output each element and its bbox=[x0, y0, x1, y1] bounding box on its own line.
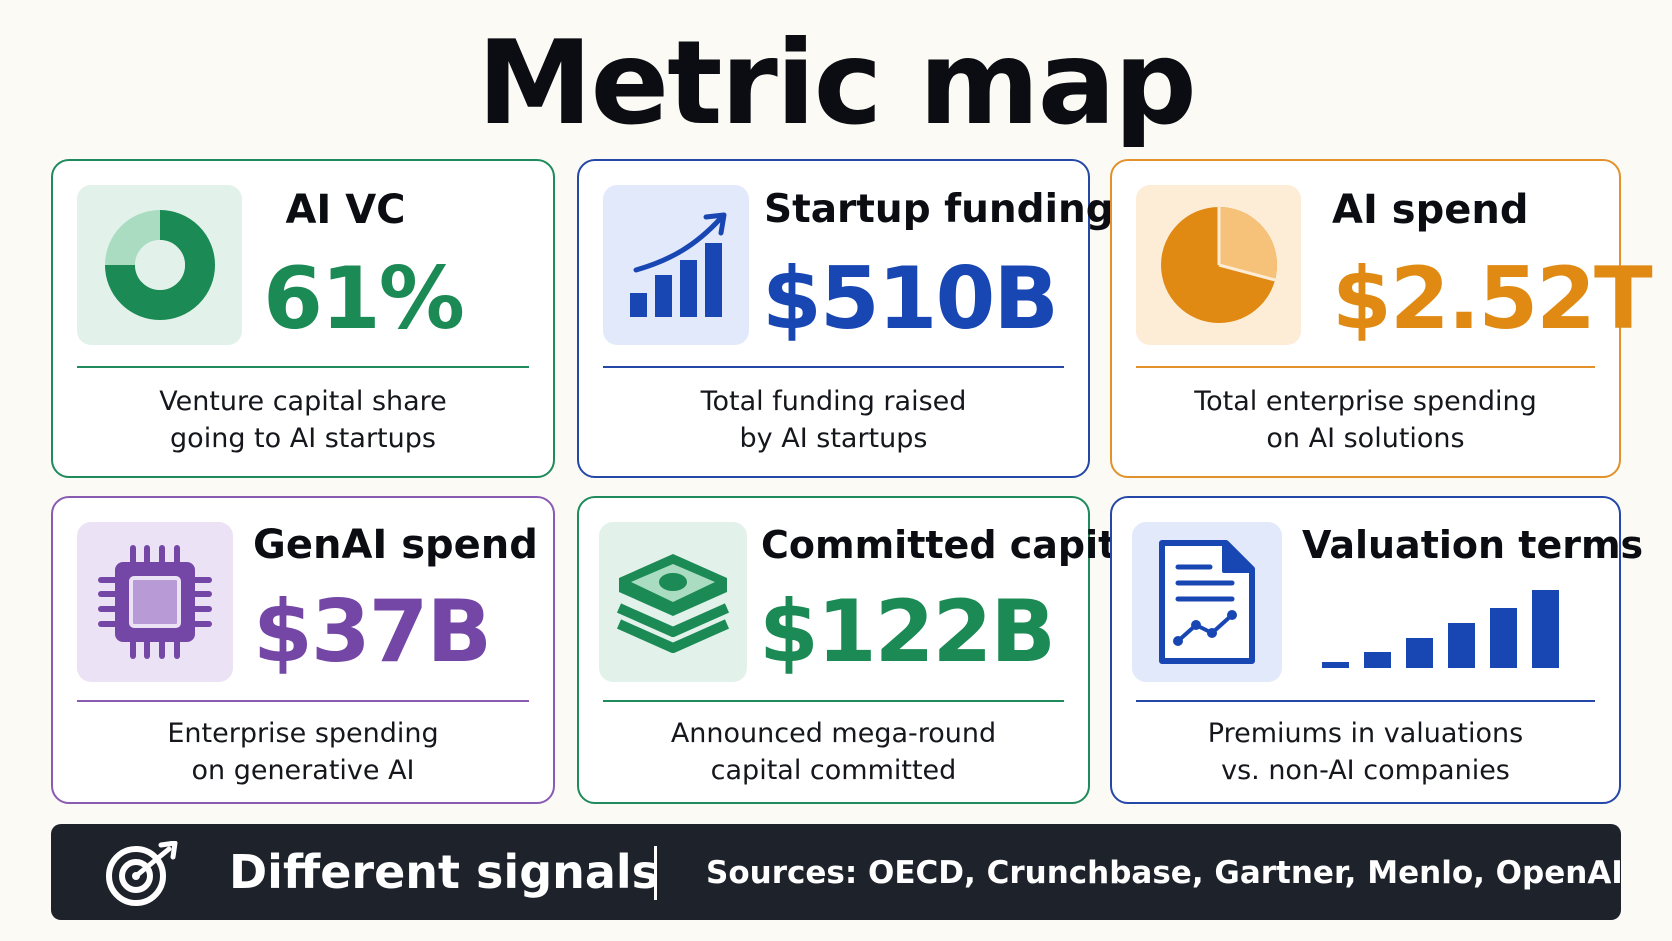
card-description-line: Total enterprise spending bbox=[1194, 386, 1537, 417]
valuation-bar bbox=[1364, 652, 1391, 668]
chip-icon bbox=[77, 522, 233, 682]
card-description-line: on generative AI bbox=[191, 755, 415, 786]
card-title: AI VC bbox=[285, 187, 406, 233]
card-description-line: Announced mega-round bbox=[670, 718, 997, 749]
card-value: $510B bbox=[762, 249, 1059, 349]
card-divider bbox=[77, 700, 529, 702]
pie-chart-icon bbox=[1136, 185, 1301, 345]
valuation-bar-graphic bbox=[1322, 588, 1584, 668]
metric-card-valuation-terms: Valuation terms Premiums in valuations v… bbox=[1110, 496, 1644, 804]
card-description-line: vs. non-AI companies bbox=[1221, 755, 1510, 786]
card-description: Total enterprise spending on AI solution… bbox=[1132, 383, 1599, 457]
metric-card-committed-capital: Committed capital $122B Announced mega-r… bbox=[577, 496, 1155, 804]
document-chart-icon bbox=[1132, 522, 1282, 682]
card-title: AI spend bbox=[1332, 187, 1529, 233]
footer-label: Different signals bbox=[229, 845, 660, 899]
card-title: Committed capital bbox=[761, 523, 1155, 567]
card-title: Valuation terms bbox=[1302, 523, 1644, 567]
card-description-line: Enterprise spending bbox=[167, 718, 439, 749]
card-divider bbox=[77, 366, 529, 368]
metric-card-ai-spend: AI spend $2.52T Total enterprise spendin… bbox=[1110, 159, 1653, 478]
valuation-bar bbox=[1490, 608, 1517, 668]
card-description-line: Premiums in valuations bbox=[1207, 718, 1524, 749]
card-description-line: going to AI startups bbox=[170, 423, 436, 454]
page-title: Metric map bbox=[477, 16, 1197, 151]
card-divider bbox=[603, 366, 1064, 368]
metric-card-genai-spend: GenAI spend $37B Enterprise spending on … bbox=[51, 496, 555, 804]
target-icon bbox=[103, 840, 183, 907]
donut-chart-icon bbox=[77, 185, 242, 345]
valuation-bar bbox=[1448, 623, 1475, 668]
card-value: $2.52T bbox=[1332, 249, 1653, 349]
card-description: Announced mega-round capital committed bbox=[599, 715, 1068, 789]
card-value: 61% bbox=[263, 249, 465, 349]
card-description-line: on AI solutions bbox=[1266, 423, 1465, 454]
card-divider bbox=[603, 700, 1064, 702]
card-divider bbox=[1136, 366, 1595, 368]
card-description: Venture capital share going to AI startu… bbox=[73, 383, 533, 457]
footer-separator bbox=[654, 846, 657, 900]
growth-bar-chart-icon bbox=[603, 185, 749, 345]
card-description-line: capital committed bbox=[710, 755, 957, 786]
card-description-line: Total funding raised bbox=[700, 386, 967, 417]
footer-sources: Sources: OECD, Crunchbase, Gartner, Menl… bbox=[706, 855, 1623, 891]
card-description: Premiums in valuations vs. non-AI compan… bbox=[1132, 715, 1599, 789]
metric-card-ai-vc: AI VC 61% Venture capital share going to… bbox=[51, 159, 555, 478]
card-value: $37B bbox=[253, 582, 492, 682]
card-divider bbox=[1136, 700, 1595, 702]
metric-card-startup-funding: Startup funding $510B Total funding rais… bbox=[577, 159, 1114, 478]
valuation-bar bbox=[1532, 590, 1559, 668]
card-description: Total funding raised by AI startups bbox=[599, 383, 1068, 457]
card-description-line: Venture capital share bbox=[159, 386, 447, 417]
valuation-bar bbox=[1322, 662, 1349, 668]
valuation-bar bbox=[1406, 638, 1433, 668]
card-description: Enterprise spending on generative AI bbox=[73, 715, 533, 789]
card-title: GenAI spend bbox=[253, 522, 538, 568]
card-title: Startup funding bbox=[764, 187, 1114, 232]
footer-banner: Different signals Sources: OECD, Crunchb… bbox=[51, 824, 1623, 920]
card-description-line: by AI startups bbox=[739, 423, 928, 454]
money-stack-icon bbox=[599, 522, 747, 682]
card-value: $122B bbox=[759, 582, 1056, 682]
